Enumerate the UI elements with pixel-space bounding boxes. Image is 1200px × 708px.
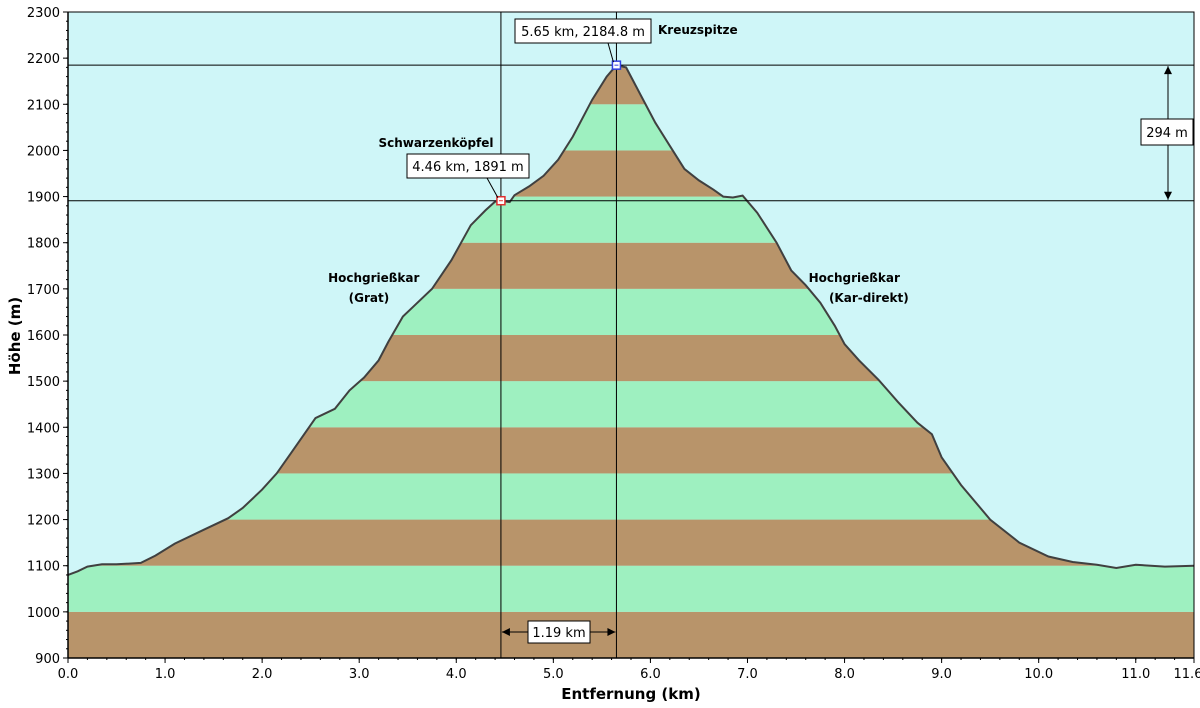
y-tick-label: 2000 bbox=[27, 144, 60, 159]
marker-label: 4.46 km, 1891 m bbox=[412, 160, 523, 175]
x-tick-label: 10.0 bbox=[1024, 667, 1053, 682]
route-annotation: (Grat) bbox=[349, 291, 390, 305]
y-tick-label: 1500 bbox=[27, 375, 60, 390]
y-tick-label: 1800 bbox=[27, 237, 60, 252]
y-tick-label: 1900 bbox=[27, 191, 60, 206]
arrow-left-icon bbox=[501, 628, 510, 636]
x-tick-label: 11.0 bbox=[1121, 667, 1150, 682]
y-tick-label: 2300 bbox=[27, 6, 60, 21]
marker-leader-line bbox=[486, 177, 499, 198]
y-tick-label: 1200 bbox=[27, 514, 60, 529]
y-tick-label: 2100 bbox=[27, 98, 60, 113]
x-tick-label: 2.0 bbox=[252, 667, 273, 682]
y-tick-label: 2200 bbox=[27, 52, 60, 67]
x-tick-label: 8.0 bbox=[834, 667, 855, 682]
distance-label-box bbox=[527, 620, 591, 644]
arrow-down-icon bbox=[1164, 191, 1172, 200]
y-tick-label: 1600 bbox=[27, 329, 60, 344]
height-diff-label-box bbox=[1140, 118, 1194, 146]
route-annotation: (Kar-direkt) bbox=[829, 291, 909, 305]
y-tick-label: 1100 bbox=[27, 560, 60, 575]
marker-label-box bbox=[406, 153, 530, 179]
x-tick-label: 1.0 bbox=[155, 667, 176, 682]
y-tick-label: 1400 bbox=[27, 421, 60, 436]
marker-name: Kreuzspitze bbox=[658, 23, 738, 37]
y-tick-label: 1000 bbox=[27, 606, 60, 621]
route-annotation: Hochgrießkar bbox=[809, 271, 900, 285]
x-tick-label: 7.0 bbox=[737, 667, 758, 682]
x-tick-label: 3.0 bbox=[349, 667, 370, 682]
x-tick-label: 5.0 bbox=[543, 667, 564, 682]
altitude-band bbox=[68, 611, 1194, 658]
distance-label: 1.19 km bbox=[532, 626, 585, 641]
marker-label: 5.65 km, 2184.8 m bbox=[521, 25, 645, 40]
x-tick-label: 11.6 bbox=[1174, 667, 1200, 682]
arrow-right-icon bbox=[607, 628, 616, 636]
y-tick-label: 1300 bbox=[27, 467, 60, 482]
x-axis-title: Entfernung (km) bbox=[561, 685, 701, 703]
y-tick-label: 1700 bbox=[27, 283, 60, 298]
x-tick-label: 6.0 bbox=[640, 667, 661, 682]
y-axis-title: Höhe (m) bbox=[6, 297, 24, 375]
marker-name: Schwarzenköpfel bbox=[378, 136, 493, 150]
y-tick-label: 900 bbox=[35, 652, 60, 667]
marker-label-box bbox=[514, 18, 652, 44]
altitude-band bbox=[68, 565, 1194, 612]
profile-line bbox=[67, 64, 1195, 576]
x-tick-label: 9.0 bbox=[931, 667, 952, 682]
height-diff-label: 294 m bbox=[1146, 126, 1188, 141]
x-tick-label: 4.0 bbox=[446, 667, 467, 682]
arrow-up-icon bbox=[1164, 66, 1172, 75]
x-tick-label: 0.0 bbox=[58, 667, 79, 682]
route-annotation: Hochgrießkar bbox=[328, 271, 419, 285]
marker-leader-line bbox=[607, 42, 614, 63]
